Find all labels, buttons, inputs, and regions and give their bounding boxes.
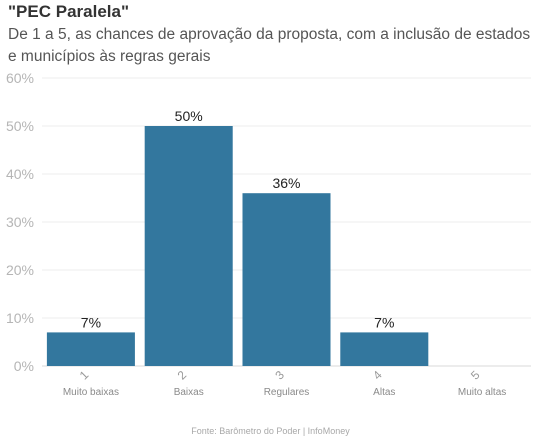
y-tick-label: 20% <box>6 262 34 278</box>
x-tick-number: 2 <box>175 368 190 383</box>
x-tick-number: 5 <box>468 368 483 383</box>
bar-chart: 0% 10% 20% 30% 40% 50% 60% 7% 50% 36% 7% 1 Muito b… <box>6 70 531 398</box>
y-tick-label: 0% <box>14 358 34 374</box>
x-tick-label: Muito baixas <box>63 387 119 398</box>
x-tick-number: 3 <box>272 368 287 383</box>
y-tick-label: 60% <box>6 70 34 86</box>
x-axis-ticks: 1 Muito baixas 2 Baixas 3 Regulares 4 Altas 5 Mui… <box>63 368 506 398</box>
data-labels: 7% 50% 36% 7% <box>81 108 395 330</box>
y-tick-label: 10% <box>6 310 34 326</box>
bars <box>46 126 429 366</box>
bar <box>242 193 331 366</box>
y-tick-label: 50% <box>6 118 34 134</box>
bar <box>46 332 135 366</box>
x-tick-label: Altas <box>373 387 395 398</box>
data-label: 7% <box>374 314 394 330</box>
y-axis-ticks: 0% 10% 20% 30% 40% 50% 60% <box>6 70 34 374</box>
x-tick-number: 4 <box>370 368 385 383</box>
x-tick-label: Baixas <box>174 387 204 398</box>
data-label: 50% <box>175 108 203 124</box>
x-tick-number: 1 <box>77 368 92 383</box>
chart-source: Fonte: Barômetro do Poder | InfoMoney <box>191 426 350 436</box>
chart-subtitle: De 1 a 5, as chances de aprovação da pro… <box>8 26 531 65</box>
bar <box>340 332 429 366</box>
y-tick-label: 40% <box>6 166 34 182</box>
x-tick-label: Muito altas <box>458 387 506 398</box>
chart-title: "PEC Paralela" <box>8 2 130 21</box>
x-tick-label: Regulares <box>264 387 310 398</box>
data-label: 36% <box>272 175 300 191</box>
data-label: 7% <box>81 314 101 330</box>
bar <box>144 126 233 366</box>
y-tick-label: 30% <box>6 214 34 230</box>
